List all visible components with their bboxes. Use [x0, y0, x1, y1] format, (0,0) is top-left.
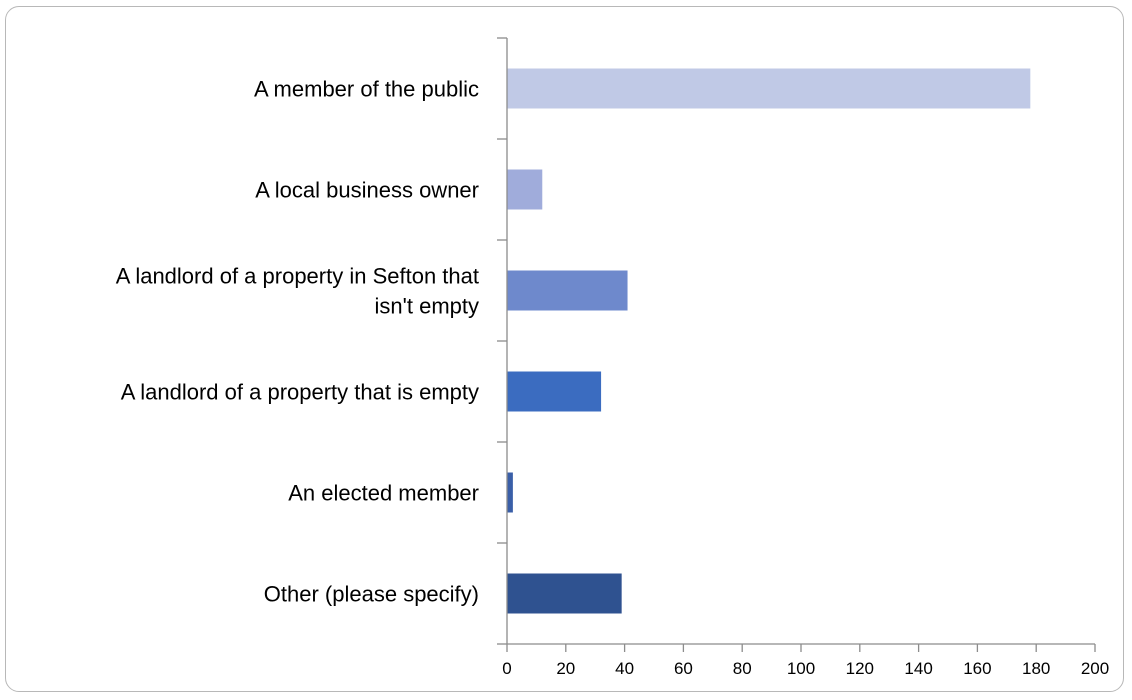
x-tick-label-6: 120: [846, 659, 874, 678]
x-tick-label-5: 100: [787, 659, 815, 678]
category-label-5: Other (please specify): [264, 582, 479, 607]
category-label-line: A landlord of a property that is empty: [121, 380, 479, 405]
category-label-2: A landlord of a property in Sefton that i…: [116, 264, 479, 319]
category-label-line: A local business owner: [255, 178, 479, 203]
x-tick-label-3: 60: [674, 659, 693, 678]
bar-2: [507, 270, 628, 311]
bar-1: [507, 169, 543, 210]
category-label-0: A member of the public: [254, 77, 479, 102]
x-tick-label-9: 180: [1022, 659, 1050, 678]
x-tick-labels: 0 20 40 60 80 100 120 140 160 180 200: [502, 659, 1109, 678]
category-labels: A member of the public A local business o…: [116, 77, 479, 607]
x-tick-label-4: 80: [733, 659, 752, 678]
category-label-3: A landlord of a property that is empty: [121, 380, 479, 405]
x-tick-label-2: 40: [615, 659, 634, 678]
x-tick-label-1: 20: [556, 659, 575, 678]
bar-0: [507, 68, 1031, 109]
category-label-1: A local business owner: [255, 178, 479, 203]
category-label-line: A member of the public: [254, 77, 479, 102]
bar-5: [507, 573, 622, 614]
bar-4: [507, 472, 513, 513]
x-tick-label-7: 140: [904, 659, 932, 678]
category-label-4: An elected member: [288, 481, 479, 506]
bars: [507, 68, 1031, 614]
category-label-line: An elected member: [288, 481, 479, 506]
category-label-line: A landlord of a property in Sefton that: [116, 264, 479, 289]
category-label-line: Other (please specify): [264, 582, 479, 607]
bar-3: [507, 371, 602, 412]
x-tick-label-8: 160: [963, 659, 991, 678]
x-tick-label-10: 200: [1081, 659, 1109, 678]
x-tick-label-0: 0: [502, 659, 511, 678]
axes: [497, 37, 1096, 652]
category-label-line: isn't empty: [375, 294, 479, 319]
